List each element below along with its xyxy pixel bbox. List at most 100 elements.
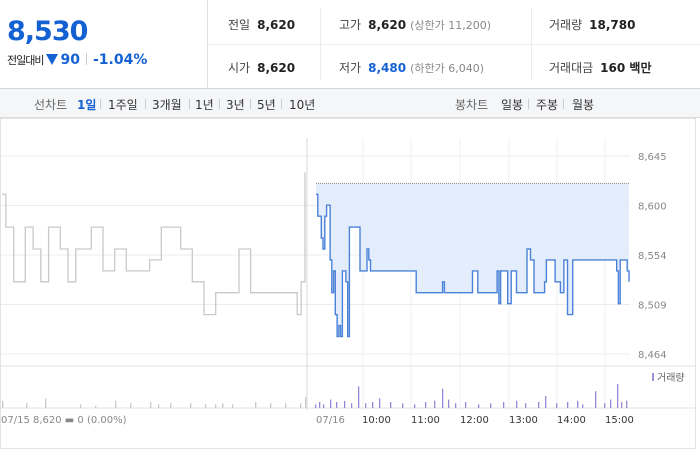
price-lines [2,172,630,338]
volume-bar [305,397,307,408]
volume-bar [538,402,540,408]
volume-bar [414,404,416,408]
volume-bar [351,403,353,408]
x-tick-label: 14:00 [557,415,586,426]
y-tick-label: 8,600 [638,202,667,213]
change-percent: -1.04% [92,52,148,68]
quote-header: 8,530 전일대비 90 -1.04% 전일 8,620 고가 8,620 (상한가 1… [0,0,700,89]
tab-3-months[interactable]: 3개월 [152,98,182,112]
volume-bar [390,402,392,408]
low-label: 저가 [339,61,362,75]
open-price: 시가 8,620 [228,59,295,76]
change-row: 전일대비 90 -1.04% [7,52,147,68]
prev-day-line [2,172,306,316]
volume-bar [434,400,436,408]
x-tick-label: 07/16 [316,415,345,426]
divider [219,99,220,109]
volume-legend-label: 거래량 [657,372,685,384]
volume-bar [130,403,132,408]
volume-bar [170,403,172,408]
volume-bar [516,400,518,408]
volume-bar [365,403,367,408]
tab-weekly-candle[interactable]: 주봉 [536,98,559,112]
divider [145,99,146,109]
volume-bar [402,403,404,408]
volume-legend-swatch [652,373,654,381]
volume-bar [465,402,467,408]
volume-bar [300,403,302,408]
tab-daily-candle[interactable]: 일봉 [501,98,524,112]
volume-bar [115,400,117,408]
x-tick-label: 12:00 [460,415,489,426]
volume-bar [556,403,558,408]
tab-10-years[interactable]: 10년 [289,98,316,112]
line-chart-label: 선차트 [34,98,68,112]
high-label: 고가 [339,18,362,32]
x-tick-label: 15:00 [605,415,634,426]
volume-label: 거래량 [549,18,583,32]
tab-monthly-candle[interactable]: 월봉 [572,98,595,112]
tab-1-day[interactable]: 1일 [77,98,97,112]
trade-amount: 거래대금 160 백만 [549,59,651,76]
open-value: 8,620 [257,61,296,75]
tab-5-years[interactable]: 5년 [257,98,276,112]
upper-limit: (상한가 11,200) [410,19,491,32]
volume-bar [205,404,207,408]
volume-panel: 거래량 [1,365,695,409]
prev-day-summary: 07/15 8,620 ▬ 0 (0.00%) [1,415,127,426]
lower-limit: (하한가 6,040) [410,62,484,75]
change-value: 90 [60,52,80,68]
tab-1-week[interactable]: 1주일 [108,98,138,112]
y-tick-label: 8,645 [638,152,667,163]
x-tick-label: 11:00 [411,415,440,426]
volume-bar [621,402,623,408]
amount-value: 160 백만 [600,61,652,75]
column-divider [531,8,532,80]
volume-bar [222,403,224,408]
high-price: 고가 8,620 (상한가 11,200) [339,16,491,33]
volume-bar [315,404,317,408]
y-tick-label: 8,554 [638,251,667,262]
row-divider [208,44,700,45]
price-area [316,182,630,337]
volume-bar [455,403,457,408]
change-label: 전일대비 [7,54,44,67]
volume-bar [150,402,152,408]
volume-bar [255,402,257,408]
below-prev-close-area [316,183,629,337]
volume-bar [270,403,272,408]
tab-3-years[interactable]: 3년 [226,98,245,112]
divider [100,99,101,109]
volume-bar [442,388,444,408]
volume-bar [323,404,325,408]
volume-bar [45,398,47,408]
divider [281,99,282,109]
volume-bar [595,391,597,408]
divider [528,99,529,109]
volume-bar [285,403,287,408]
prev-close-value: 8,620 [257,18,296,32]
volume-bar [80,404,82,408]
volume-bar [190,403,192,408]
volume-bar [372,402,374,408]
volume-bar [26,403,28,408]
volume-bar [319,402,321,408]
volume-bar [478,404,480,408]
tab-1-year[interactable]: 1년 [195,98,214,112]
low-price: 저가 8,480 (하한가 6,040) [339,59,484,76]
volume-bar [379,398,381,408]
volume-bar [604,403,606,408]
volume-bar [610,399,612,408]
divider [189,99,190,109]
low-value: 8,480 [368,61,407,75]
divider [563,99,564,109]
amount-label: 거래대금 [549,61,594,75]
volume-bar [232,404,234,408]
x-tick-label: 10:00 [362,415,391,426]
volume-bar [158,404,160,408]
volume-bar [617,384,619,408]
prev-close-label: 전일 [228,18,251,32]
volume-bar [336,402,338,408]
column-divider [320,8,321,80]
volume-bar [490,403,492,408]
